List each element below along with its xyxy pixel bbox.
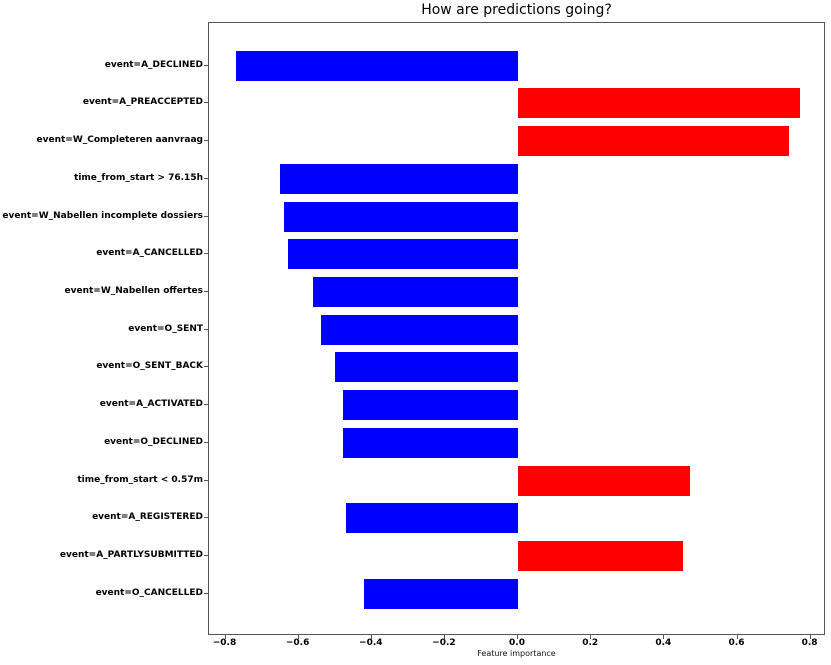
x-tick-mark xyxy=(443,635,445,639)
x-tick-mark xyxy=(370,635,372,639)
y-tick-mark xyxy=(204,253,208,255)
x-tick-label: −0.2 xyxy=(432,638,456,648)
chart-title: How are predictions going? xyxy=(421,2,612,18)
y-tick-mark xyxy=(204,366,208,368)
y-tick-mark xyxy=(204,215,208,217)
bar xyxy=(320,314,519,345)
x-tick-mark xyxy=(297,635,299,639)
x-tick-label: 0.4 xyxy=(655,638,672,648)
x-tick-mark xyxy=(736,635,738,639)
y-tick-mark xyxy=(204,64,208,66)
y-tick-label: event=A_ACTIVATED xyxy=(99,399,203,410)
x-tick-label: −0.8 xyxy=(212,638,237,648)
x-tick-mark xyxy=(590,635,592,639)
bar xyxy=(280,163,518,194)
bar xyxy=(346,503,519,534)
bar xyxy=(287,239,518,270)
x-tick-label: −0.6 xyxy=(285,638,310,648)
y-tick-label: event=A_PARTLYSUBMITTED xyxy=(59,550,203,560)
y-tick-label: event=A_DECLINED xyxy=(104,59,203,70)
y-tick-mark xyxy=(204,592,208,594)
bar xyxy=(236,50,518,81)
x-tick-label: 0.2 xyxy=(582,638,599,648)
bar xyxy=(313,276,518,308)
bar xyxy=(364,578,518,609)
y-tick-label: event=O_SENT xyxy=(128,323,203,334)
y-tick-label: event=O_DECLINED xyxy=(104,436,203,447)
y-tick-label: event=O_CANCELLED xyxy=(95,587,203,598)
y-tick-label: event=W_Nabellen incomplete dossiers xyxy=(2,210,203,221)
x-axis-label: Feature importance xyxy=(477,649,556,658)
y-tick-label: event=A_REGISTERED xyxy=(92,512,203,523)
bar xyxy=(518,465,690,496)
y-tick-mark xyxy=(204,441,208,443)
y-tick-mark xyxy=(204,555,208,556)
y-tick-label: time_from_start < 0.57m xyxy=(77,474,203,485)
y-tick-mark xyxy=(204,517,208,519)
y-tick-mark xyxy=(204,140,208,142)
y-tick-label: event=W_Completeren aanvraag xyxy=(36,135,204,146)
y-tick-mark xyxy=(204,177,208,179)
y-tick-label: event=O_SENT_BACK xyxy=(96,361,203,372)
y-tick-mark xyxy=(204,479,208,481)
y-tick-label: time_from_start > 76.15h xyxy=(74,172,203,183)
bar xyxy=(518,540,683,572)
y-tick-mark xyxy=(204,291,208,292)
x-tick-label: 0.8 xyxy=(801,638,818,648)
y-tick-mark xyxy=(204,102,208,104)
x-tick-mark xyxy=(224,635,226,639)
x-tick-label: −0.4 xyxy=(359,638,383,648)
bar xyxy=(342,390,519,421)
y-tick-mark xyxy=(204,328,208,330)
x-tick-label: 0.0 xyxy=(509,638,525,648)
bar xyxy=(284,201,519,232)
y-tick-mark xyxy=(204,404,208,406)
bar xyxy=(342,427,519,458)
bar xyxy=(335,352,519,383)
x-tick-label: 0.6 xyxy=(728,638,745,648)
x-tick-mark xyxy=(809,635,811,639)
x-tick-mark xyxy=(517,635,518,639)
bar xyxy=(518,88,800,119)
x-tick-mark xyxy=(663,635,665,639)
y-tick-label: event=A_CANCELLED xyxy=(96,248,203,259)
bar xyxy=(518,126,789,157)
plot-area xyxy=(208,22,825,635)
y-tick-label: event=W_Nabellen offertes xyxy=(64,286,204,296)
y-tick-label: event=A_PREACCEPTED xyxy=(82,97,203,108)
